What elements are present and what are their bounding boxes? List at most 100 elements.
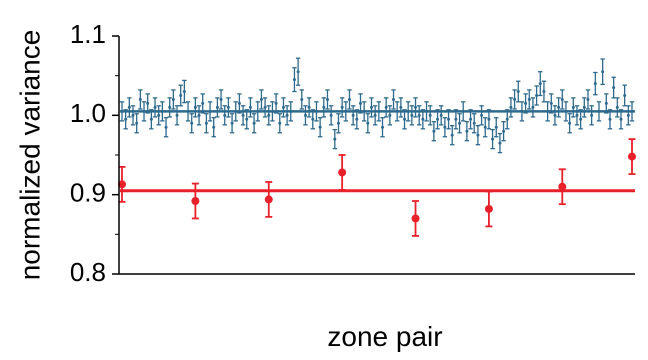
data-point [604, 101, 608, 105]
data-point [281, 105, 285, 109]
data-point [628, 152, 636, 161]
x-axis-label: zone pair [327, 321, 442, 352]
y-tick-label: 1.1 [70, 19, 106, 49]
data-point [557, 105, 561, 109]
data-point [447, 117, 451, 121]
data-point [582, 105, 586, 109]
data-point [164, 125, 168, 129]
data-point [384, 105, 388, 109]
data-point [329, 113, 333, 117]
data-point [358, 101, 362, 105]
data-point [623, 94, 627, 97]
data-point [237, 101, 241, 105]
data-point [127, 105, 131, 109]
data-point [369, 105, 373, 109]
data-point [135, 121, 139, 125]
data-point [421, 117, 425, 121]
data-point [615, 105, 619, 109]
data-point [351, 113, 355, 117]
data-point [157, 113, 161, 117]
data-point [263, 105, 267, 109]
data-point [311, 117, 315, 121]
data-point [340, 105, 344, 109]
data-point [454, 117, 458, 121]
data-point [197, 113, 201, 117]
data-point [215, 105, 219, 109]
data-point [619, 117, 623, 121]
data-point [248, 105, 252, 109]
data-point [535, 94, 539, 97]
data-point [531, 105, 535, 109]
data-point [513, 97, 517, 101]
data-point [439, 113, 443, 117]
data-point [392, 97, 396, 101]
data-point [410, 113, 414, 117]
data-point [549, 101, 553, 105]
data-point [146, 101, 150, 105]
data-point [443, 125, 447, 129]
data-point [285, 113, 289, 117]
data-point [590, 113, 594, 117]
data-point [171, 97, 175, 101]
data-point [373, 113, 377, 117]
data-point [414, 105, 418, 109]
data-point [118, 180, 126, 189]
data-point [338, 168, 347, 177]
data-point [483, 125, 487, 129]
red-error-bars [118, 138, 636, 237]
data-point [190, 121, 194, 125]
data-point [153, 105, 157, 109]
data-point [230, 121, 234, 125]
data-point [388, 113, 392, 117]
data-point [487, 117, 491, 121]
data-point [502, 129, 506, 133]
data-point [626, 113, 630, 117]
data-point [469, 117, 473, 121]
data-point [325, 97, 329, 101]
data-point [226, 105, 230, 109]
data-point [274, 101, 278, 105]
data-point [179, 94, 183, 97]
data-point [465, 129, 469, 133]
data-point [381, 125, 385, 129]
data-point [608, 117, 612, 121]
data-point [411, 214, 420, 223]
data-point [168, 105, 172, 109]
data-point [264, 195, 273, 204]
data-point [568, 121, 572, 125]
data-point [399, 105, 403, 109]
data-point [191, 197, 200, 206]
data-point [245, 117, 249, 121]
y-tick-label: 1.0 [70, 98, 106, 128]
data-point [366, 121, 370, 125]
data-point [296, 70, 300, 74]
data-point [524, 101, 528, 105]
data-point [436, 117, 440, 121]
data-point [175, 113, 179, 117]
red-points [118, 152, 636, 223]
blue-points [120, 70, 634, 145]
data-point [347, 97, 351, 101]
data-point [138, 97, 142, 101]
data-point [498, 141, 502, 145]
data-point [491, 137, 495, 141]
data-point [480, 113, 484, 117]
data-point [318, 125, 322, 129]
data-point [509, 105, 513, 109]
data-point [182, 90, 186, 94]
data-point [428, 113, 432, 117]
data-point [494, 125, 498, 129]
data-point [336, 121, 340, 125]
data-point [571, 105, 575, 109]
data-point [131, 113, 135, 117]
data-point [516, 90, 520, 94]
data-point [505, 117, 509, 121]
data-point [593, 82, 597, 86]
data-point [322, 105, 326, 109]
data-point [403, 117, 407, 121]
data-point [458, 121, 462, 125]
data-point [355, 117, 359, 121]
data-point [560, 97, 564, 101]
data-point [300, 97, 304, 101]
